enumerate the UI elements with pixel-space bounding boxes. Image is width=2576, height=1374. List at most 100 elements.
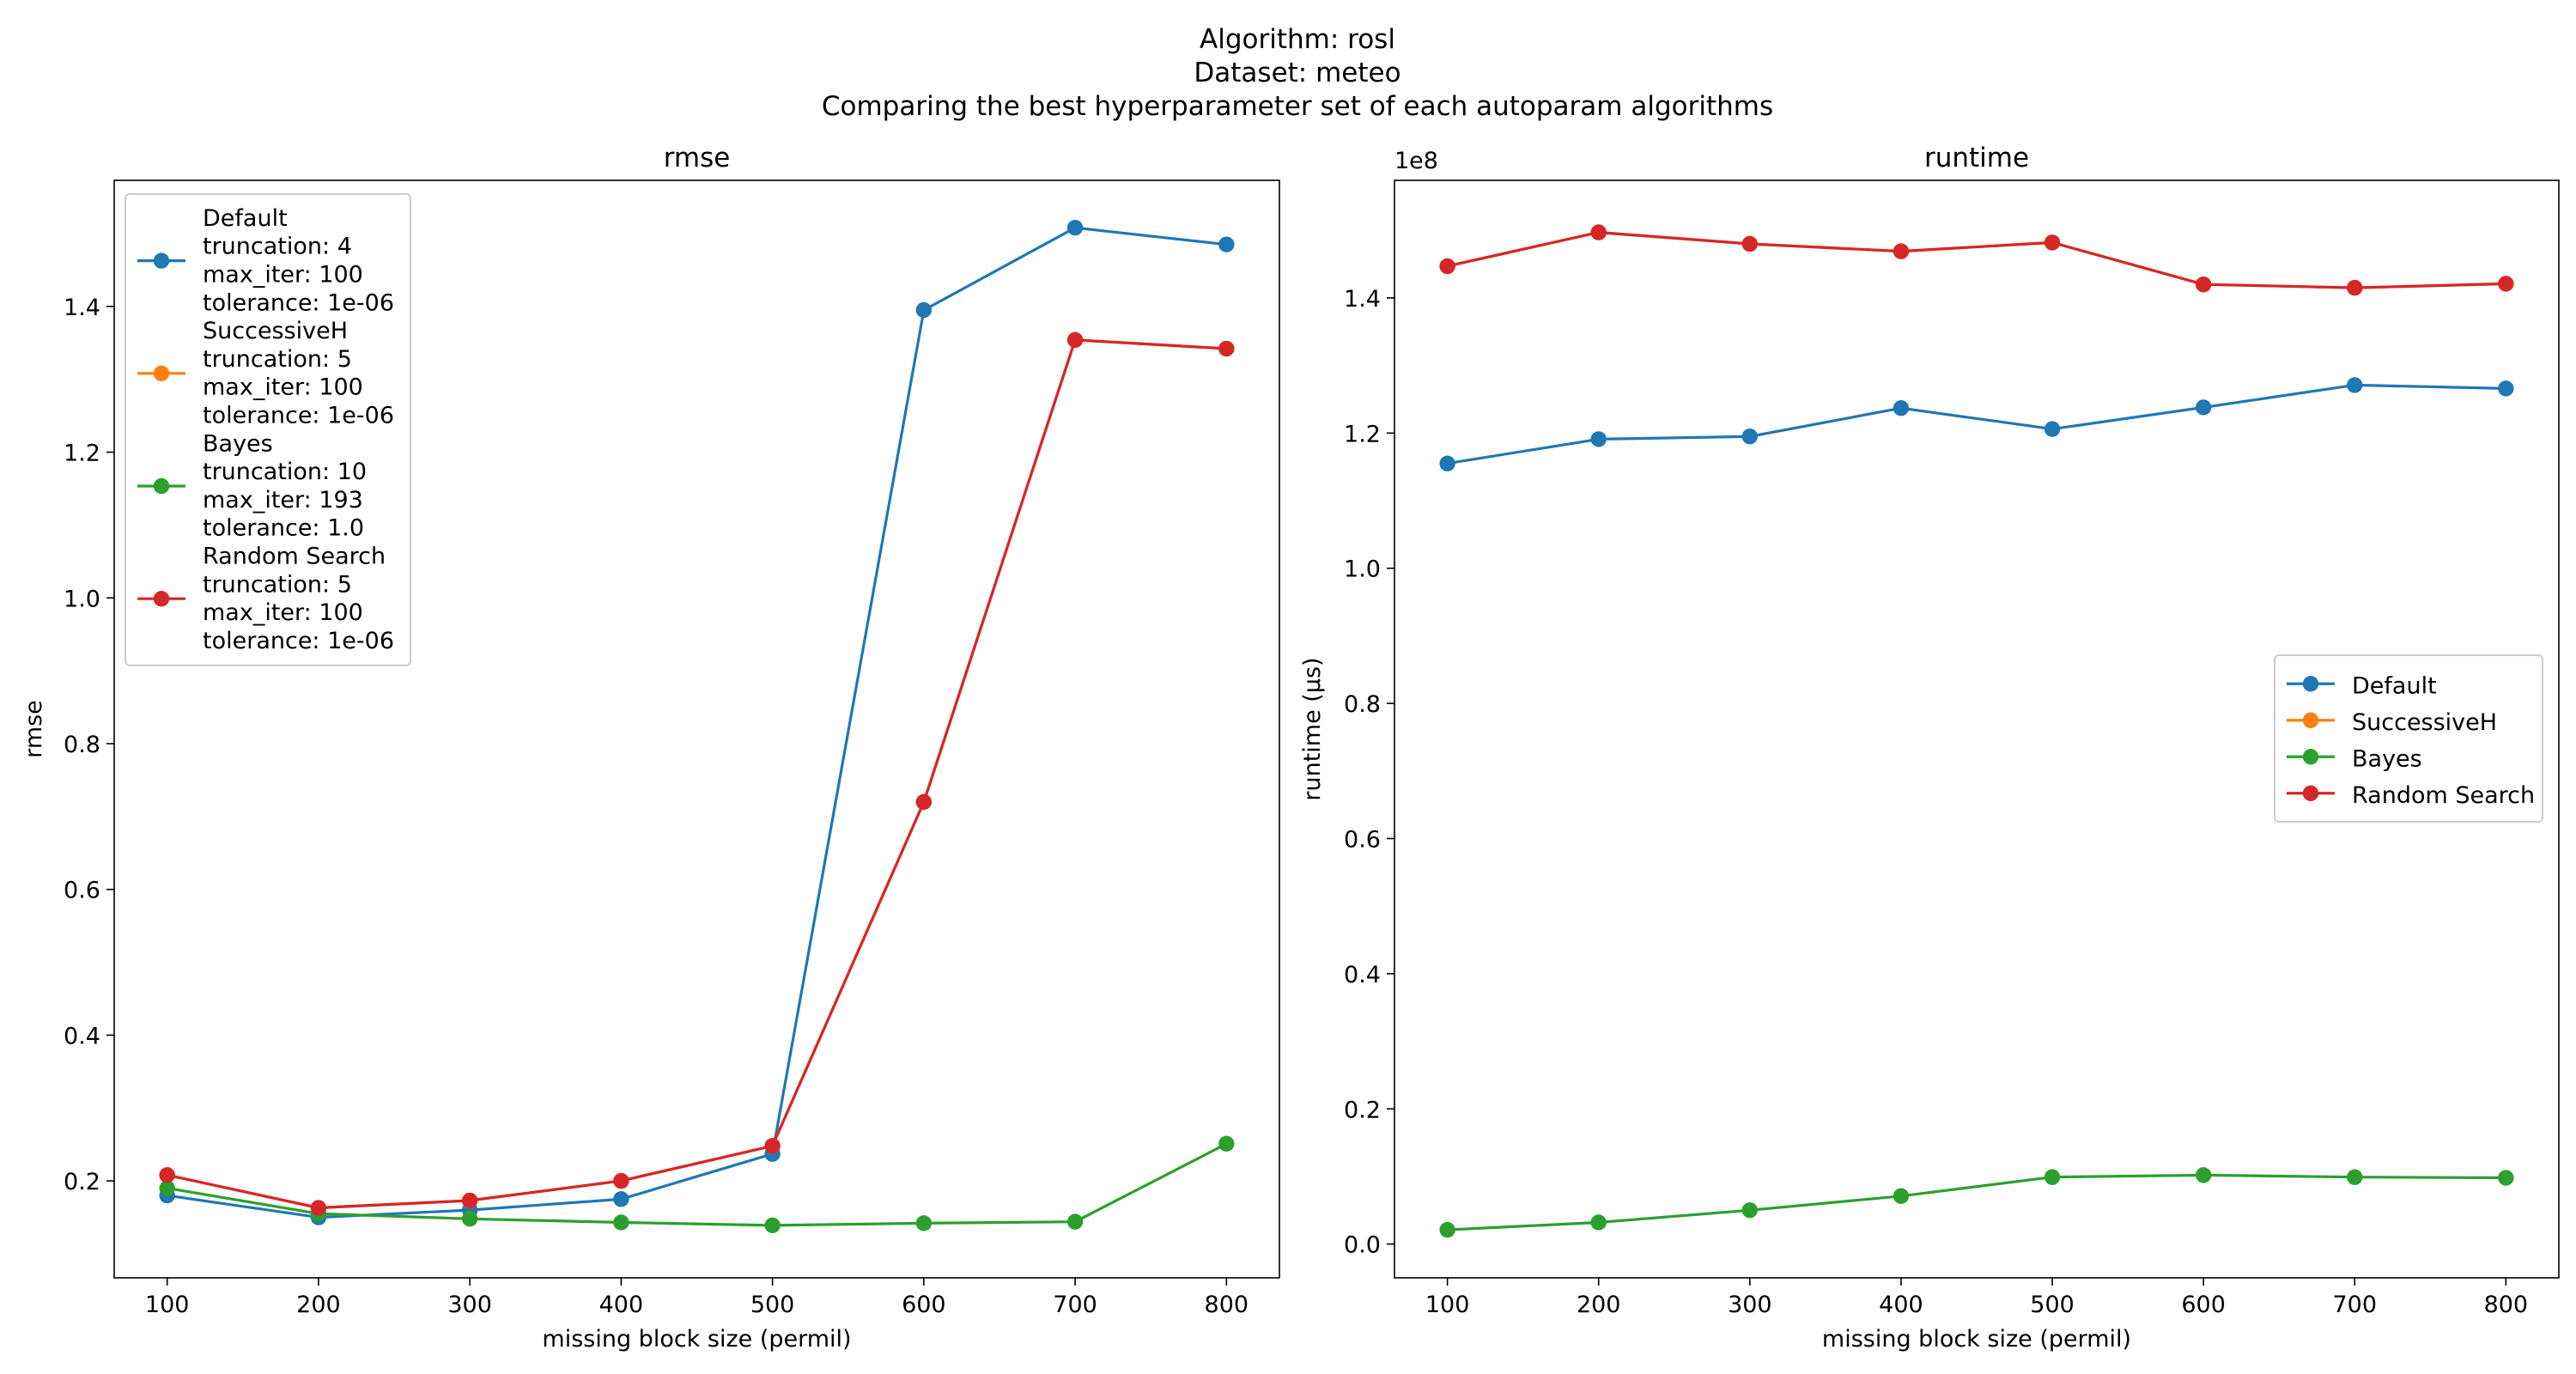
legend-label: truncation: 10 xyxy=(203,459,367,485)
data-point xyxy=(461,1192,478,1209)
x-tick-label: 400 xyxy=(599,1292,644,1318)
legend-label: Random Search xyxy=(203,544,386,570)
data-point xyxy=(2347,377,2363,393)
data-point xyxy=(1741,1202,1759,1219)
x-tick-label: 100 xyxy=(1425,1292,1470,1318)
y-tick-label: 0.4 xyxy=(1344,962,1381,988)
series-line xyxy=(167,1142,1228,1227)
legend-label: max_iter: 100 xyxy=(203,374,363,401)
suptitle-line-2: Dataset: meteo xyxy=(1194,58,1400,88)
data-point xyxy=(1590,224,1607,240)
plot-frame xyxy=(1394,179,2560,1279)
data-point xyxy=(1439,258,1455,275)
data-point xyxy=(159,1167,175,1183)
y-tick-label: 0.6 xyxy=(64,878,100,904)
series-line xyxy=(1447,383,2506,465)
data-point xyxy=(1893,243,1910,259)
data-point xyxy=(159,1180,175,1196)
chart-title: rmse xyxy=(664,143,731,173)
suptitle-line-1: Algorithm: rosl xyxy=(1200,24,1395,55)
x-tick-label: 500 xyxy=(750,1292,795,1318)
data-point xyxy=(1066,219,1084,236)
series-line xyxy=(167,338,1227,1210)
series-line xyxy=(1447,231,2506,289)
data-point xyxy=(764,1217,781,1234)
data-point xyxy=(613,1172,629,1189)
y-tick-label: 1.0 xyxy=(64,586,100,612)
legend-label: tolerance: 1.0 xyxy=(203,515,364,542)
x-tick-label: 300 xyxy=(1728,1292,1772,1318)
legend-label: tolerance: 1e-06 xyxy=(203,403,394,429)
data-point xyxy=(1218,236,1235,252)
series-line xyxy=(1447,231,2506,289)
legend-label: Bayes xyxy=(203,430,273,457)
x-tick-label: 200 xyxy=(1577,1292,1621,1318)
y-tick-label: 0.8 xyxy=(64,732,100,758)
data-point xyxy=(613,1214,629,1231)
data-point xyxy=(2195,1167,2212,1183)
data-point xyxy=(915,301,933,319)
data-point xyxy=(1218,1135,1235,1152)
series-line xyxy=(167,226,1227,1219)
data-point xyxy=(1066,1213,1084,1230)
y-tick-label: 0.0 xyxy=(1344,1232,1381,1259)
data-point xyxy=(2347,279,2363,296)
data-point xyxy=(1066,331,1084,349)
x-axis-label: missing block size (permil) xyxy=(542,1326,851,1353)
legend-marker xyxy=(2302,749,2319,765)
data-point xyxy=(2498,276,2514,292)
y-axis-label: runtime (µs) xyxy=(1299,657,1326,800)
chart-title: runtime xyxy=(1924,143,2029,173)
x-tick-label: 400 xyxy=(1879,1292,1923,1318)
data-point xyxy=(1218,340,1235,357)
x-tick-label: 800 xyxy=(1205,1292,1249,1318)
legend-label: SuccessiveH xyxy=(2352,709,2497,736)
data-point xyxy=(1741,235,1759,252)
x-tick-label: 800 xyxy=(2484,1292,2529,1318)
x-axis-label: missing block size (permil) xyxy=(1822,1326,2131,1353)
y-tick-label: 0.2 xyxy=(64,1169,100,1195)
x-tick-label: 300 xyxy=(447,1292,492,1318)
data-point xyxy=(2498,1170,2514,1186)
data-point xyxy=(1893,400,1910,416)
data-point xyxy=(1741,429,1759,445)
legend-label: truncation: 5 xyxy=(203,571,352,598)
x-tick-label: 700 xyxy=(1053,1292,1097,1318)
legend-marker xyxy=(2302,676,2319,692)
legend-label: max_iter: 193 xyxy=(203,487,363,514)
y-tick-label: 1.2 xyxy=(1344,421,1381,447)
data-point xyxy=(2347,1169,2363,1185)
data-point xyxy=(2195,399,2212,416)
legend-label: Bayes xyxy=(2352,745,2422,772)
rmse-chart: rmse 100 200 300 400 500 600 700 800 0.2 0.4 0.6 0.8… xyxy=(21,143,1280,1353)
legend-label: Default xyxy=(203,205,288,232)
legend-box xyxy=(2274,654,2543,823)
legend: Default SuccessiveH Bayes Random Search xyxy=(2274,654,2543,823)
legend-label: SuccessiveH xyxy=(203,318,348,344)
data-point xyxy=(613,1191,629,1207)
x-tick-label: 200 xyxy=(296,1292,341,1318)
legend-marker xyxy=(2302,785,2319,801)
data-point xyxy=(1439,1221,1455,1238)
data-point xyxy=(1439,455,1455,471)
legend-marker xyxy=(153,591,170,607)
suptitle-line-3: Comparing the best hyperparameter set of… xyxy=(822,91,1773,122)
y-axis-label: rmse xyxy=(21,700,47,758)
data-point xyxy=(461,1211,478,1227)
x-tick-label: 500 xyxy=(2030,1292,2075,1318)
series-line xyxy=(1447,1173,2506,1231)
x-tick-label: 600 xyxy=(902,1292,946,1318)
y-offset-label: 1e8 xyxy=(1394,148,1438,174)
plot-frame xyxy=(113,179,1280,1279)
data-point xyxy=(1590,431,1607,447)
legend-label: tolerance: 1e-06 xyxy=(203,628,394,654)
legend-label: tolerance: 1e-06 xyxy=(203,289,394,316)
y-tick-label: 0.6 xyxy=(1344,826,1381,853)
runtime-chart: runtime 100 200 300 400 500 600 700 800 0.0 0.2 0.4… xyxy=(1299,143,2560,1353)
x-tick-label: 700 xyxy=(2332,1292,2377,1318)
x-tick-label: 100 xyxy=(145,1292,190,1318)
legend-label: truncation: 5 xyxy=(203,346,352,373)
y-tick-label: 1.0 xyxy=(1344,556,1381,583)
